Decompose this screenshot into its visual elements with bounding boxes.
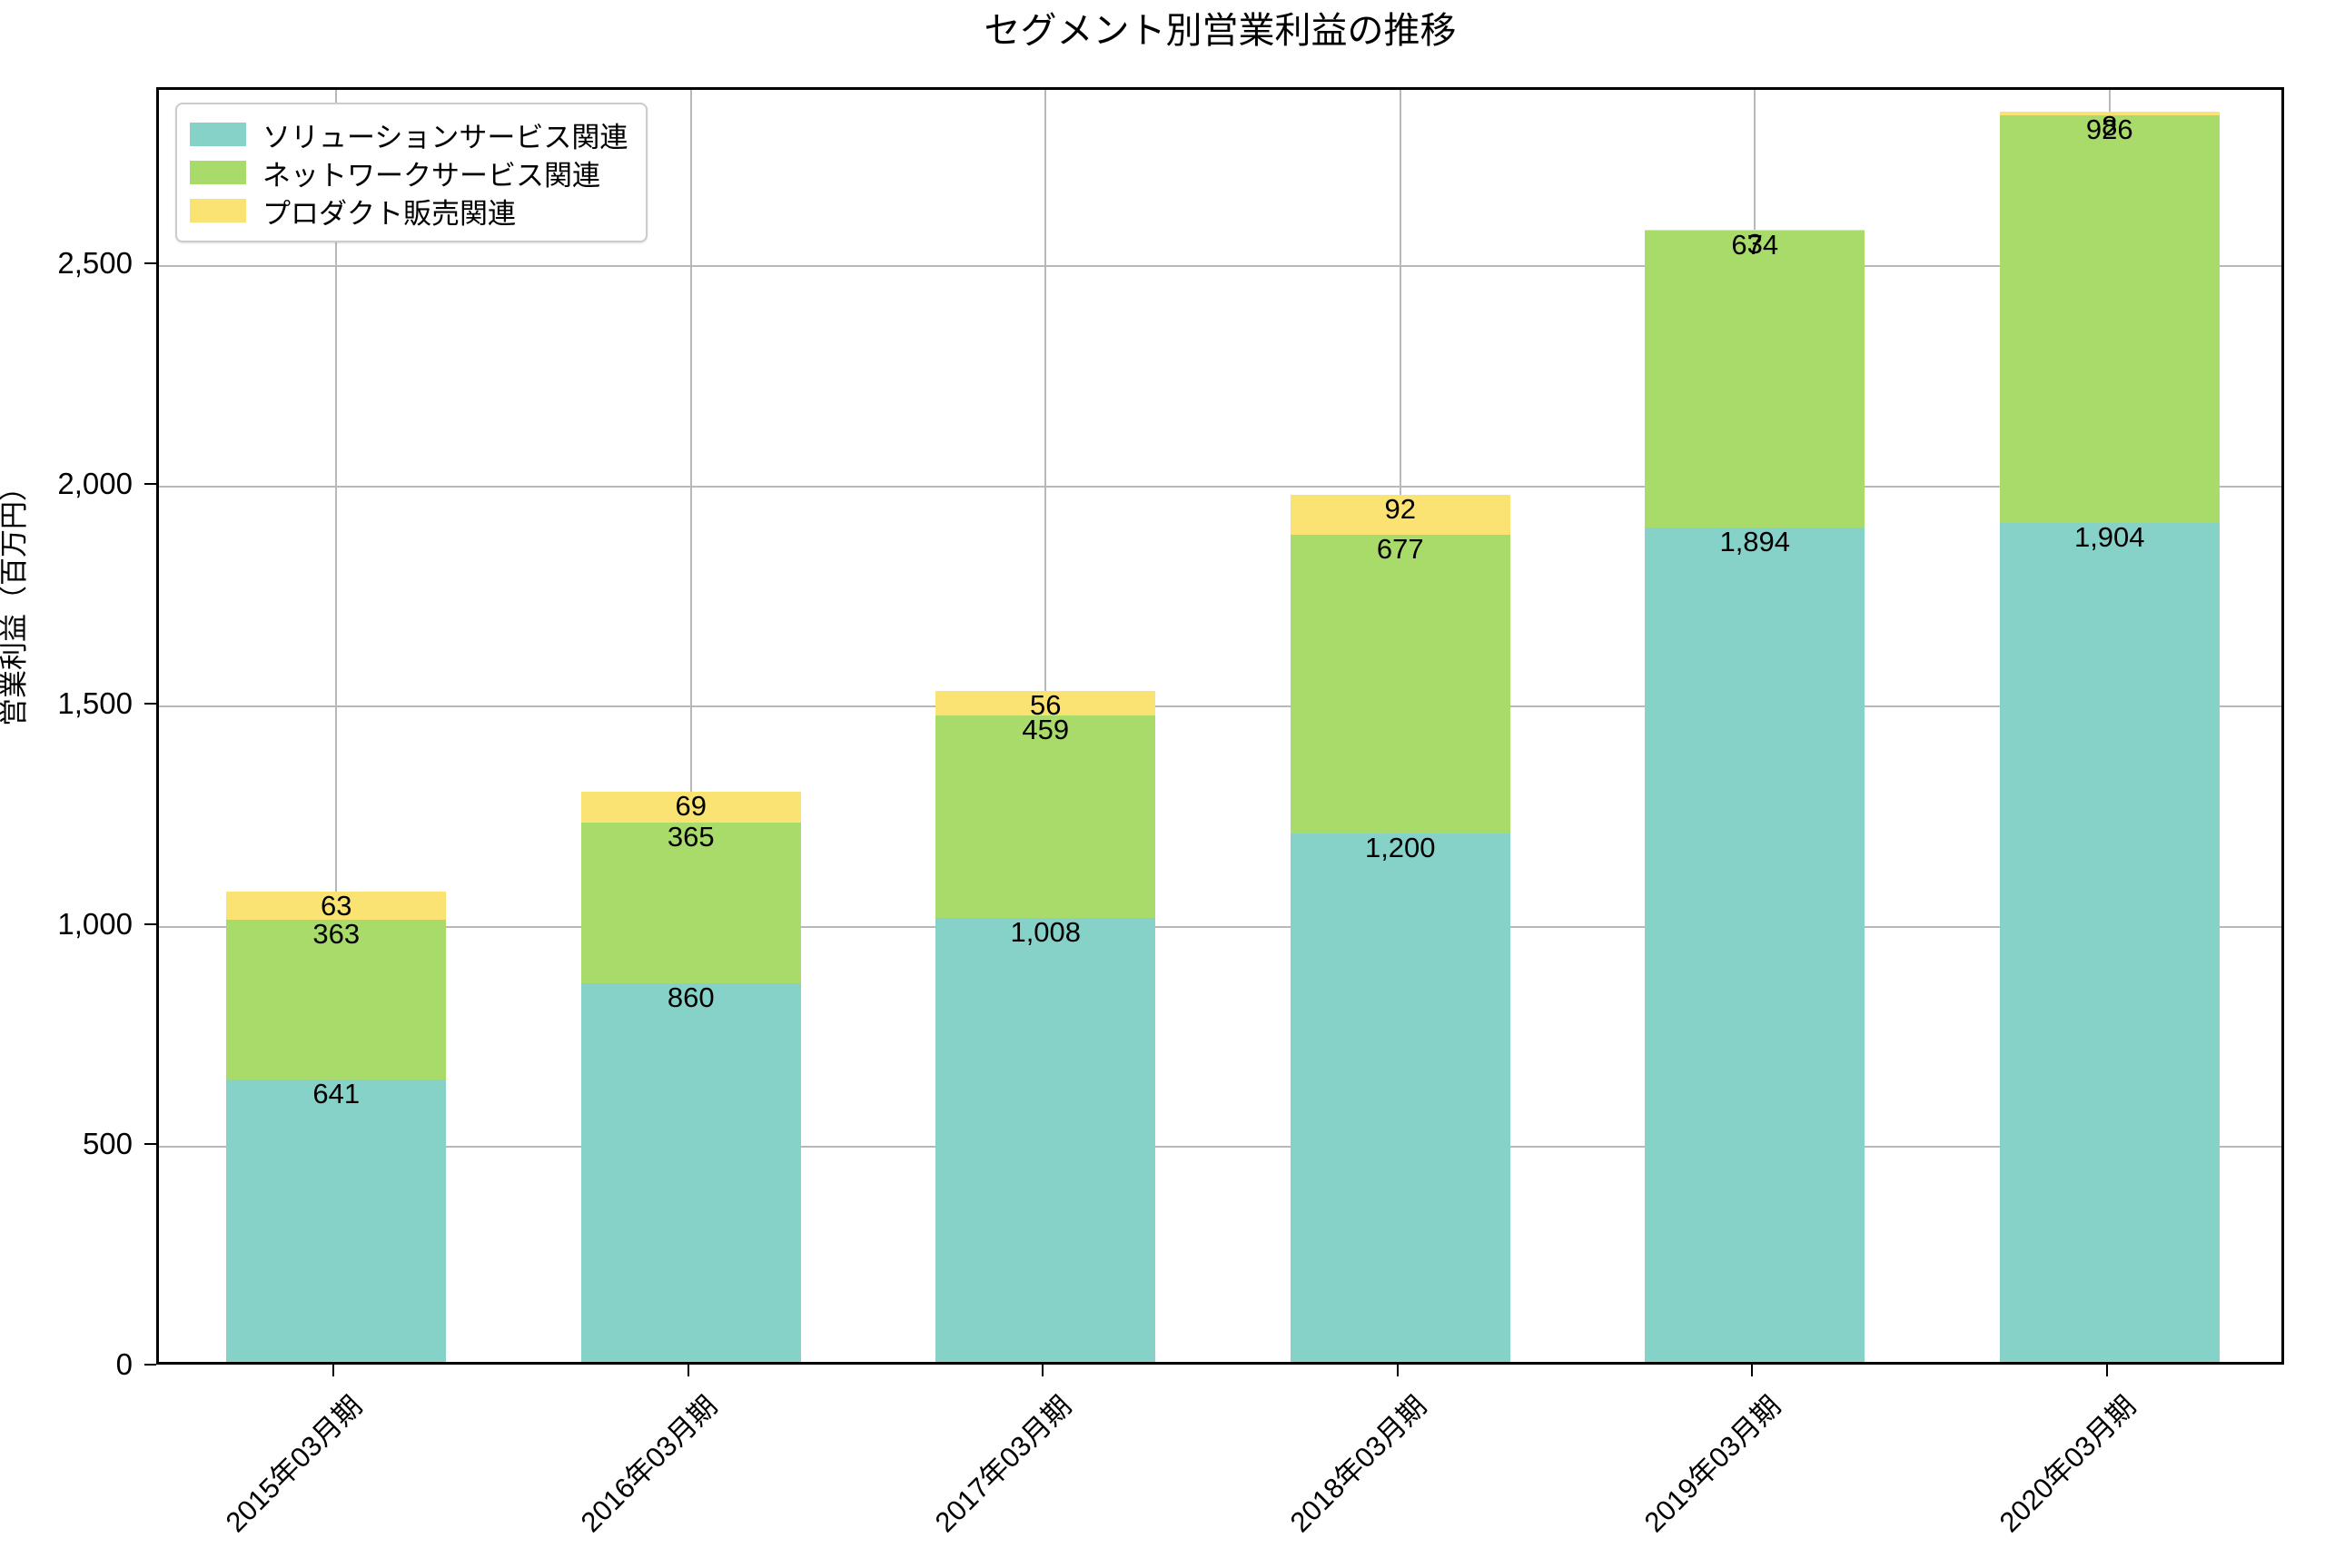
legend-swatch-icon — [190, 199, 246, 222]
chart-legend[interactable]: ソリューションサービス関連 ネットワークサービス関連 プロダクト販売関連 — [175, 103, 648, 242]
x-axis-tick-label: 2019年03月期 — [1637, 1389, 1787, 1539]
y-axis-tick-label: 1,000 — [57, 906, 133, 941]
gridline-horizontal — [159, 485, 2281, 488]
bar-segment[interactable] — [1645, 528, 1865, 1362]
legend-swatch-icon — [190, 123, 246, 146]
bar-segment[interactable] — [1290, 833, 1510, 1362]
x-axis-tick-mark — [1396, 1365, 1399, 1376]
y-axis-tick-mark — [144, 482, 156, 485]
x-axis-tick-label: 2017年03月期 — [928, 1389, 1078, 1539]
bar-segment[interactable] — [1999, 112, 2220, 115]
x-axis-tick-group: 2015年03月期 2016年03月期 2017年03月期 2018年03月期 2019… — [156, 1365, 2284, 1538]
legend-item-label: ソリューションサービス関連 — [262, 121, 628, 153]
legend-item[interactable]: ソリューションサービス関連 — [190, 115, 628, 153]
gridline-horizontal — [159, 1146, 2281, 1149]
y-axis-tick-label: 2,000 — [57, 466, 133, 500]
x-axis-tick-mark — [687, 1365, 689, 1376]
legend-item[interactable]: プロダクト販売関連 — [190, 192, 628, 230]
bar-segment[interactable] — [1290, 494, 1510, 536]
y-axis-tick-label: 500 — [82, 1127, 133, 1161]
gridline-horizontal — [159, 265, 2281, 268]
bar-segment[interactable] — [1999, 114, 2220, 524]
x-axis-tick-label: 2020年03月期 — [1993, 1389, 2142, 1539]
x-axis-tick-mark — [2105, 1365, 2108, 1376]
x-axis-tick-label: 2016年03月期 — [574, 1389, 724, 1539]
bar-segment[interactable] — [935, 691, 1156, 716]
bar-segment[interactable] — [1290, 535, 1510, 833]
x-axis-tick-label: 2015年03月期 — [219, 1389, 369, 1539]
bar-stack[interactable]: 1,008 459 56 — [935, 84, 1156, 1362]
bar-segment[interactable] — [1645, 229, 1865, 232]
bar-segment[interactable] — [226, 892, 447, 920]
legend-item[interactable]: ネットワークサービス関連 — [190, 153, 628, 192]
bar-segment[interactable] — [935, 715, 1156, 918]
gridline-vertical — [335, 90, 338, 1362]
bar-stack[interactable]: 1,894 674 3 — [1645, 84, 1865, 1362]
bar-segment[interactable] — [1645, 231, 1865, 528]
x-axis-tick-mark — [332, 1365, 335, 1376]
bar-segment[interactable] — [580, 982, 801, 1362]
x-axis-tick-label: 2018年03月期 — [1283, 1389, 1433, 1539]
y-axis-tick-label: 0 — [115, 1347, 133, 1381]
bar-stack[interactable]: 860 365 69 — [580, 84, 801, 1362]
bar-stack[interactable]: 641 363 63 — [226, 84, 447, 1362]
bar-stack[interactable]: 1,200 677 92 — [1290, 84, 1510, 1362]
bar-segment[interactable] — [226, 919, 447, 1080]
gridline-vertical — [689, 90, 692, 1362]
y-axis-tick-mark — [144, 1143, 156, 1146]
gridline-horizontal — [159, 925, 2281, 928]
y-axis-tick-mark — [144, 262, 156, 265]
y-axis-tick-mark — [144, 703, 156, 705]
bar-segment[interactable] — [1999, 523, 2220, 1362]
y-axis-tick-group: 0 500 1,000 1,500 2,000 2,500 — [0, 87, 156, 1381]
bar-segment[interactable] — [935, 917, 1156, 1362]
bar-segment[interactable] — [226, 1080, 447, 1362]
plot-area: 641 363 63 860 365 69 1,008 459 56 1,200 677 92 1,89… — [156, 87, 2284, 1365]
bar-stack[interactable]: 1,904 926 8 — [1999, 84, 2220, 1362]
gridline-horizontal — [159, 705, 2281, 708]
legend-swatch-icon — [190, 161, 246, 184]
x-axis-tick-mark — [1042, 1365, 1044, 1376]
y-axis-tick-label: 1,500 — [57, 686, 133, 721]
legend-item-label: プロダクト販売関連 — [262, 197, 516, 230]
legend-item-label: ネットワークサービス関連 — [262, 159, 600, 192]
x-axis-tick-mark — [1751, 1365, 1754, 1376]
bar-segment[interactable] — [580, 822, 801, 983]
chart-title: セグメント別営業利益の推移 — [984, 11, 1457, 51]
y-axis-tick-mark — [144, 1364, 156, 1366]
y-axis-tick-mark — [144, 922, 156, 925]
bar-segment[interactable] — [580, 792, 801, 823]
y-axis-tick-label: 2,500 — [57, 246, 133, 281]
